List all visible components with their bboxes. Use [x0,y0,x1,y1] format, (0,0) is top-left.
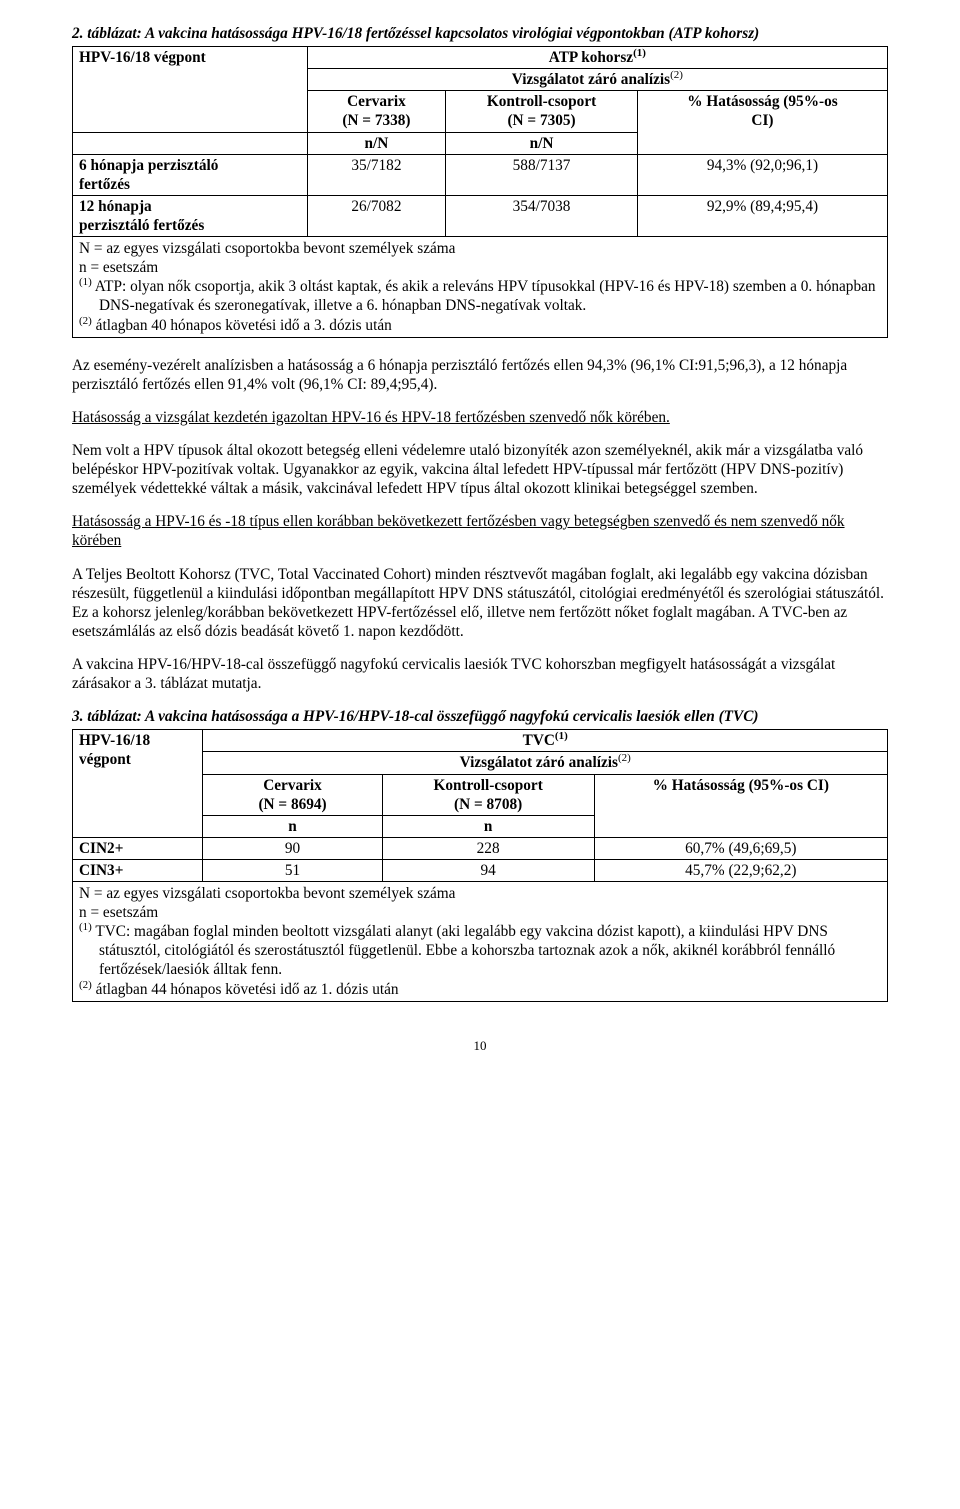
t2-r2-e: 92,9% (89,4;95,4) [637,195,887,236]
t3-head-cervarix-l2: (N = 8694) [258,796,326,813]
t2-head-nN2: n/N [446,132,638,154]
t2-r2-label: 12 hónapja perzisztáló fertőzés [73,195,308,236]
t2-head-analysis-text: Vizsgálatot záró analízis [512,71,670,88]
t2-head-control: Kontroll-csoport (N = 7305) [446,91,638,132]
t3-fn-l4-wrap: (2) átlagban 44 hónapos követési idő az … [79,980,881,999]
t2-r2-k: 354/7038 [446,195,638,236]
t2-head-cervarix: Cervarix (N = 7338) [307,91,445,132]
t2-head-cohort-text: ATP kohorsz [549,49,633,66]
t3-r2-k: 94 [382,859,594,881]
t2-head-eff-l1: % Hatásosság (95%-os [687,93,837,110]
table2-caption: 2. táblázat: A vakcina hatásossága HPV-1… [72,24,888,43]
t3-head-control-l2: (N = 8708) [454,796,522,813]
t3-head-cohort-sup: (1) [555,730,568,742]
t2-head-analysis-sup: (2) [670,69,683,81]
t2-r1-e: 94,3% (92,0;96,1) [637,154,887,195]
t2-r1-k: 588/7137 [446,154,638,195]
t2-r1-label-l2: fertőzés [79,176,130,193]
t3-fn-l3-wrap: (1) TVC: magában foglal minden beoltott … [79,922,881,979]
t3-r1-k: 228 [382,837,594,859]
t3-fn-l2: n = esetszám [79,903,881,922]
table2: HPV-16/18 végpont ATP kohorsz(1) Vizsgál… [72,46,888,338]
body-p6: A vakcina HPV-16/HPV-18-cal összefüggő n… [72,655,888,693]
body-p1: Az esemény-vezérelt analízisben a hatáso… [72,356,888,394]
t3-r1-e: 60,7% (49,6;69,5) [594,837,887,859]
t2-head-control-l1: Kontroll-csoport [487,93,596,110]
t3-head-analysis-text: Vizsgálatot záró analízis [460,754,618,771]
t3-head-n2: n [382,815,594,837]
t3-head-cohort: TVC(1) [203,730,888,752]
t2-fn-l1: N = az egyes vizsgálati csoportokba bevo… [79,239,881,258]
t2-r1-label-l1: 6 hónapja perzisztáló [79,157,218,174]
t2-fn-sup2: (2) [79,314,92,326]
t2-blank [73,132,308,154]
t2-fn-l3-wrap: (1) ATP: olyan nők csoportja, akik 3 olt… [79,277,881,315]
table-row: CIN3+ 51 94 45,7% (22,9;62,2) [73,859,888,881]
t2-head-cohort: ATP kohorsz(1) [307,47,887,69]
t2-head-eff: % Hatásosság (95%-os CI) [637,91,887,154]
t3-fn-sup1: (1) [79,921,92,933]
t3-r1-label: CIN2+ [73,837,203,859]
t2-head-nN1: n/N [307,132,445,154]
t2-head-endpoint: HPV-16/18 végpont [73,47,308,132]
page-number: 10 [72,1038,888,1054]
t3-head-cohort-text: TVC [523,732,555,749]
t2-r1-label: 6 hónapja perzisztáló fertőzés [73,154,308,195]
t3-head-analysis: Vizsgálatot záró analízis(2) [203,752,888,774]
t3-r1-c: 90 [203,837,382,859]
t3-head-cervarix: Cervarix (N = 8694) [203,774,382,815]
t3-fn-sup2: (2) [79,979,92,991]
table-row: CIN2+ 90 228 60,7% (49,6;69,5) [73,837,888,859]
t3-head-control-l1: Kontroll-csoport [433,777,542,794]
t2-head-analysis: Vizsgálatot záró analízis(2) [307,69,887,91]
body-p5: A Teljes Beoltott Kohorsz (TVC, Total Va… [72,565,888,641]
t2-head-cervarix-l2: (N = 7338) [342,112,410,129]
t2-r2-c: 26/7082 [307,195,445,236]
t3-head-analysis-sup: (2) [618,752,631,764]
body-p3: Nem volt a HPV típusok által okozott bet… [72,441,888,498]
t3-r2-label: CIN3+ [73,859,203,881]
t2-fn-l2: n = esetszám [79,258,881,277]
t3-fn-l1: N = az egyes vizsgálati csoportokba bevo… [79,884,881,903]
t2-r1-c: 35/7182 [307,154,445,195]
t2-head-control-l2: (N = 7305) [507,112,575,129]
t2-r2-label-l1: 12 hónapja [79,198,152,215]
table-row: 12 hónapja perzisztáló fertőzés 26/7082 … [73,195,888,236]
t3-head-endpoint-l1: HPV-16/18 [79,732,150,749]
t2-head-cohort-sup: (1) [633,47,646,59]
t3-head-endpoint-l2: végpont [79,751,131,768]
t2-head-endpoint-text: HPV-16/18 végpont [79,49,206,66]
t3-r2-c: 51 [203,859,382,881]
t2-fn-sup1: (1) [79,276,92,288]
t2-fn-l4-wrap: (2) átlagban 40 hónapos követési idő a 3… [79,316,881,335]
table-row: 6 hónapja perzisztáló fertőzés 35/7182 5… [73,154,888,195]
t3-head-endpoint: HPV-16/18 végpont [73,730,203,838]
t3-head-n1: n [203,815,382,837]
t3-r2-e: 45,7% (22,9;62,2) [594,859,887,881]
body-p4: Hatásosság a HPV-16 és -18 típus ellen k… [72,512,888,550]
table3-caption: 3. táblázat: A vakcina hatásossága a HPV… [72,707,888,726]
t2-head-eff-l2: CI) [751,112,773,129]
t3-head-control: Kontroll-csoport (N = 8708) [382,774,594,815]
t2-r2-label-l2: perzisztáló fertőzés [79,217,204,234]
t2-head-cervarix-l1: Cervarix [347,93,406,110]
t3-head-eff: % Hatásosság (95%-os CI) [594,774,887,837]
table3: HPV-16/18 végpont TVC(1) Vizsgálatot zár… [72,729,888,1001]
t2-footnote: N = az egyes vizsgálati csoportokba bevo… [73,237,888,338]
t3-footnote: N = az egyes vizsgálati csoportokba bevo… [73,882,888,1002]
t3-head-cervarix-l1: Cervarix [263,777,322,794]
body-p2: Hatásosság a vizsgálat kezdetén igazolta… [72,408,888,427]
